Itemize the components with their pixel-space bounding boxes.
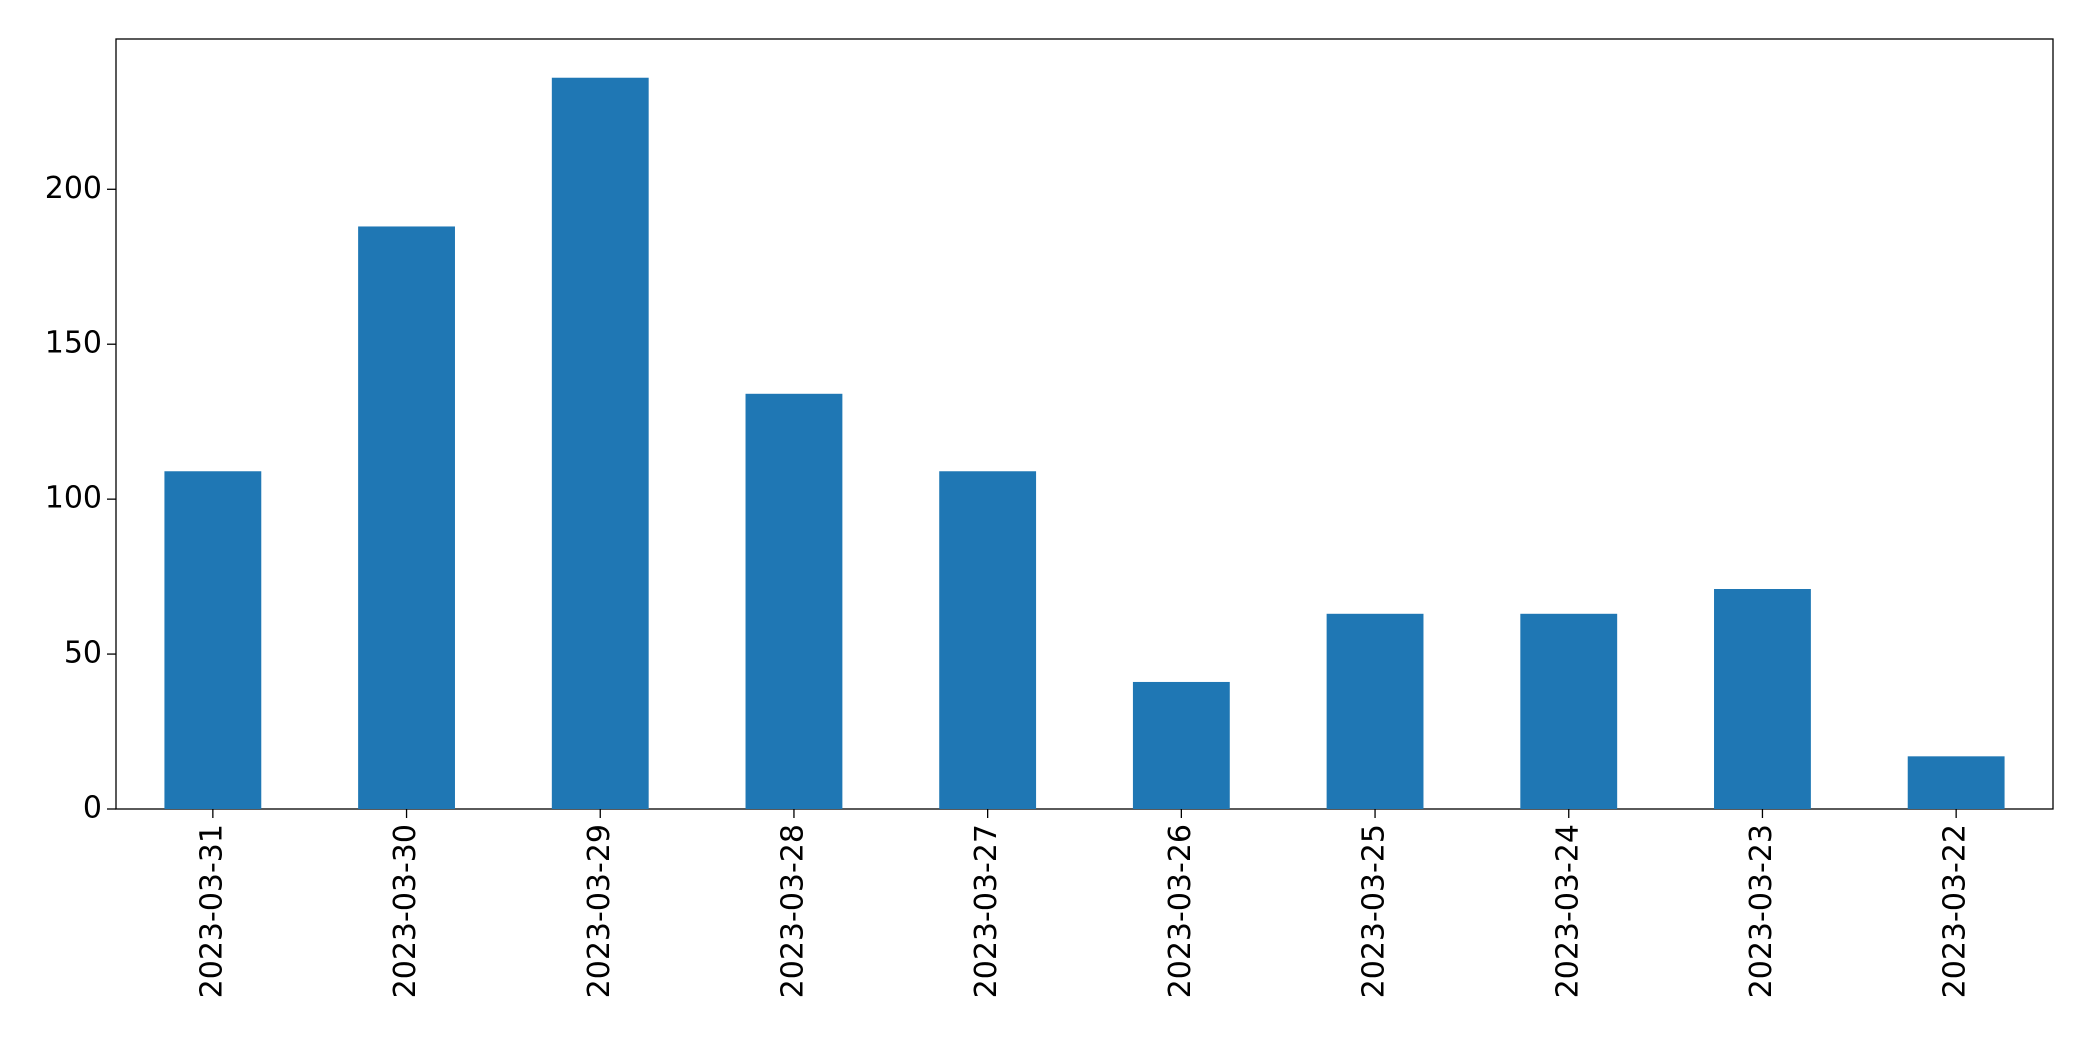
x-tick-label: 2023-03-28 [775,824,810,998]
x-tick-label: 2023-03-22 [1938,824,1973,998]
bar [745,393,843,809]
x-tick-label: 2023-03-26 [1163,824,1198,998]
y-tick-label: 150 [45,326,102,361]
bar [358,226,455,809]
x-tick-label: 2023-03-23 [1744,824,1779,998]
y-tick-label: 100 [45,481,102,516]
bar [1907,756,2005,809]
y-tick-label: 50 [64,636,102,671]
bar [164,471,262,809]
bar [551,77,649,809]
y-tick-label: 200 [45,171,102,206]
bar [1520,613,1618,809]
x-tick-label: 2023-03-29 [582,824,617,998]
x-tick-label: 2023-03-25 [1357,824,1392,998]
y-tick-label: 0 [83,791,102,826]
bar [1132,681,1230,809]
bar [1326,613,1424,809]
bar [939,471,1037,809]
x-tick-label: 2023-03-30 [388,824,423,998]
x-tick-label: 2023-03-31 [194,824,229,998]
axes-frame [115,38,2054,810]
bar [1714,589,1811,809]
x-tick-label: 2023-03-24 [1550,824,1585,998]
x-tick-label: 2023-03-27 [969,824,1004,998]
